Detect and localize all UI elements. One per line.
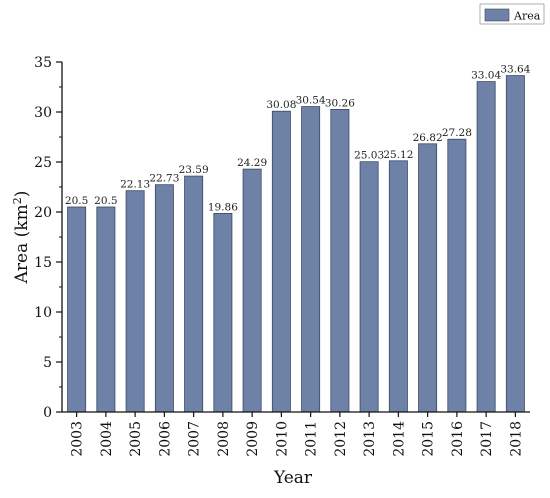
data-label: 25.12	[383, 149, 413, 161]
data-label: 24.29	[237, 157, 267, 169]
data-label: 22.13	[120, 179, 150, 191]
data-label: 30.54	[296, 95, 326, 107]
x-tick-label: 2014	[391, 421, 407, 457]
bar	[125, 190, 145, 413]
bar	[418, 143, 438, 413]
y-tick-label: 5	[43, 355, 52, 371]
data-label: 23.59	[179, 164, 209, 176]
bar	[213, 212, 233, 413]
y-axis-title-close: )	[12, 191, 32, 198]
bar	[67, 206, 87, 413]
y-tick-label: 25	[34, 155, 52, 171]
x-tick-label: 2015	[421, 421, 437, 457]
data-label: 27.28	[442, 127, 472, 139]
legend-swatch	[484, 8, 510, 22]
y-axis-title: Area (km2)	[11, 191, 33, 285]
legend-label: Area	[513, 10, 541, 23]
x-tick-label: 2010	[274, 421, 290, 457]
y-tick-label: 30	[34, 105, 52, 121]
bar	[96, 206, 116, 413]
bar	[154, 184, 174, 413]
bar	[359, 161, 379, 413]
x-tick-label: 2008	[216, 421, 232, 457]
data-label: 20.5	[65, 195, 88, 207]
y-tick-label: 0	[43, 405, 52, 421]
x-tick-label: 2013	[362, 421, 378, 457]
x-tick-label: 2006	[157, 421, 173, 457]
data-label: 30.08	[266, 99, 296, 111]
data-label: 30.26	[325, 97, 355, 109]
bar	[388, 160, 408, 413]
x-tick-label: 2011	[304, 421, 320, 457]
data-label: 33.04	[471, 70, 501, 82]
y-axis-title-superscript: 2	[11, 197, 24, 204]
bar	[505, 75, 525, 413]
bar	[476, 81, 496, 413]
x-tick-label: 2005	[128, 421, 144, 457]
x-tick-label: 2017	[479, 421, 495, 457]
y-axis-title-main: Area (km	[12, 204, 32, 284]
data-label: 19.86	[208, 201, 238, 213]
plot-area: 0 5 10 15 20 25 30 35 20.5 2003 20.5 2004 22.13 2005 2…	[34, 55, 531, 457]
y-tick-label: 20	[34, 205, 52, 221]
x-tick-label: 2003	[70, 421, 86, 457]
x-tick-label: 2012	[333, 421, 349, 457]
x-tick-label: 2009	[245, 421, 261, 457]
data-label: 25.03	[354, 150, 384, 162]
legend: Area	[479, 3, 545, 25]
data-label: 20.5	[94, 195, 117, 207]
y-tick-label: 35	[34, 55, 52, 71]
x-tick-label: 2007	[187, 421, 203, 457]
data-label: 33.64	[500, 64, 530, 76]
data-label: 26.82	[413, 132, 443, 144]
x-tick-label: 2016	[450, 421, 466, 457]
bar	[242, 168, 262, 413]
bar	[330, 109, 350, 413]
y-tick-label: 10	[34, 305, 52, 321]
x-axis-title: Year	[273, 468, 313, 488]
x-tick-label: 2004	[99, 421, 115, 457]
bar	[271, 110, 291, 413]
x-tick-label: 2018	[508, 421, 524, 457]
y-tick-label: 15	[34, 255, 52, 271]
bar	[301, 106, 321, 413]
bar	[447, 138, 467, 413]
data-label: 22.73	[149, 173, 179, 185]
bar	[184, 175, 204, 413]
